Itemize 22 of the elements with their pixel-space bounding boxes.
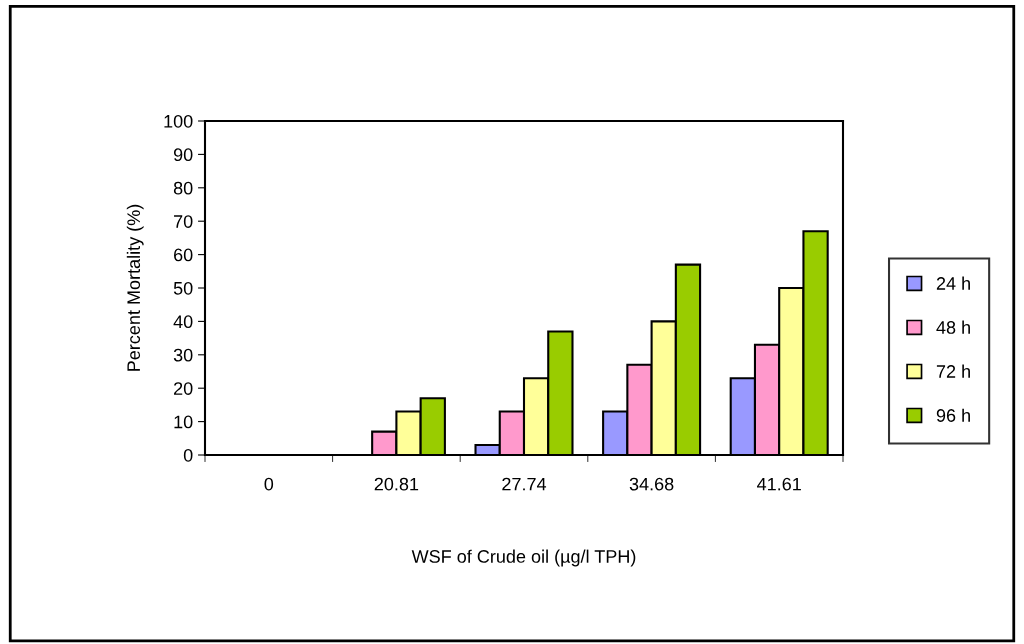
y-tick-label: 0 — [183, 448, 193, 462]
y-tick-label: 90 — [173, 148, 193, 162]
x-tick-label: 27.74 — [502, 477, 547, 491]
x-tick-label: 20.81 — [374, 477, 419, 491]
y-tick-label: 80 — [173, 181, 193, 195]
x-tick-label: 41.61 — [757, 477, 801, 491]
y-tick-label: 30 — [173, 348, 193, 362]
legend-label: 72 h — [936, 364, 970, 378]
y-tick-label: 100 — [164, 114, 193, 128]
y-tick-label: 20 — [174, 382, 193, 395]
y-tick-label: 60 — [174, 248, 193, 262]
y-tick-label: 50 — [173, 281, 193, 295]
y-tick-label: 10 — [174, 415, 193, 429]
y-tick-label: 40 — [173, 315, 193, 329]
x-tick-label: 34.68 — [629, 477, 674, 491]
legend-label: 96 h — [936, 408, 970, 422]
y-axis-title: Percent Mortality (%) — [126, 204, 144, 371]
legend-label: 24 h — [936, 276, 970, 290]
y-tick-label: 70 — [174, 215, 193, 228]
legend-label: 48 h — [936, 320, 970, 334]
x-tick-label: 0 — [264, 477, 274, 491]
x-axis-title: WSF of Crude oil (µg/l TPH) — [411, 549, 636, 567]
